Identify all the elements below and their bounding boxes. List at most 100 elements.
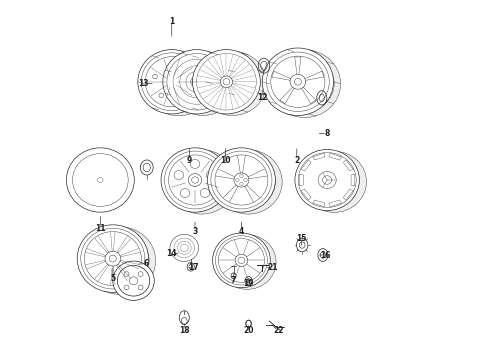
Ellipse shape	[221, 156, 275, 208]
Text: 6: 6	[143, 260, 148, 269]
Ellipse shape	[219, 239, 265, 282]
Ellipse shape	[177, 241, 191, 255]
Ellipse shape	[234, 173, 249, 187]
Ellipse shape	[174, 156, 229, 208]
Ellipse shape	[214, 150, 282, 214]
Ellipse shape	[298, 153, 356, 207]
Text: 10: 10	[220, 156, 231, 165]
Ellipse shape	[322, 176, 332, 184]
Ellipse shape	[167, 54, 227, 110]
Text: 5: 5	[110, 274, 115, 283]
Ellipse shape	[192, 77, 201, 86]
Text: 14: 14	[167, 249, 177, 258]
Ellipse shape	[192, 177, 198, 183]
Ellipse shape	[180, 244, 188, 252]
Text: 3: 3	[193, 227, 197, 236]
Ellipse shape	[240, 175, 243, 178]
Text: 21: 21	[268, 263, 278, 272]
Ellipse shape	[198, 51, 267, 116]
Ellipse shape	[145, 51, 213, 116]
Ellipse shape	[118, 265, 150, 296]
Ellipse shape	[295, 149, 359, 211]
Ellipse shape	[138, 285, 143, 290]
Ellipse shape	[161, 148, 229, 212]
Text: 19: 19	[244, 279, 254, 288]
Ellipse shape	[159, 93, 164, 98]
Ellipse shape	[174, 171, 184, 180]
Text: 13: 13	[138, 79, 148, 88]
Ellipse shape	[302, 151, 367, 212]
Ellipse shape	[169, 78, 175, 85]
Ellipse shape	[81, 228, 145, 289]
Ellipse shape	[146, 57, 198, 107]
Ellipse shape	[138, 272, 143, 276]
Ellipse shape	[98, 177, 103, 183]
Text: 20: 20	[244, 326, 254, 335]
Ellipse shape	[169, 155, 221, 205]
Text: 1: 1	[169, 17, 174, 26]
Ellipse shape	[188, 174, 202, 186]
Ellipse shape	[200, 189, 210, 198]
Ellipse shape	[124, 285, 129, 290]
Ellipse shape	[180, 189, 190, 198]
Ellipse shape	[91, 233, 149, 288]
Text: 4: 4	[239, 227, 244, 236]
Ellipse shape	[138, 50, 206, 114]
Text: 9: 9	[187, 156, 192, 165]
Text: 12: 12	[257, 93, 268, 102]
Text: 15: 15	[296, 234, 307, 243]
Ellipse shape	[170, 63, 174, 67]
Ellipse shape	[216, 236, 268, 285]
Ellipse shape	[318, 171, 336, 189]
Ellipse shape	[113, 261, 154, 300]
Text: 7: 7	[231, 275, 236, 284]
Ellipse shape	[129, 277, 138, 285]
Ellipse shape	[150, 57, 207, 111]
Ellipse shape	[152, 75, 157, 79]
Text: 2: 2	[294, 156, 299, 165]
Ellipse shape	[66, 148, 134, 212]
Ellipse shape	[165, 151, 225, 209]
Ellipse shape	[124, 272, 129, 276]
Ellipse shape	[174, 238, 195, 258]
Ellipse shape	[220, 76, 233, 87]
Ellipse shape	[238, 257, 245, 264]
Ellipse shape	[84, 227, 156, 294]
Ellipse shape	[73, 154, 128, 206]
Ellipse shape	[215, 155, 268, 205]
Ellipse shape	[276, 56, 334, 112]
Ellipse shape	[290, 74, 306, 89]
Ellipse shape	[166, 76, 178, 87]
Ellipse shape	[294, 78, 301, 85]
Ellipse shape	[213, 233, 270, 288]
Ellipse shape	[206, 171, 216, 180]
Ellipse shape	[141, 53, 202, 111]
Ellipse shape	[105, 251, 121, 266]
Ellipse shape	[170, 234, 198, 261]
Ellipse shape	[168, 150, 236, 214]
Text: 18: 18	[179, 325, 190, 334]
Ellipse shape	[240, 182, 243, 185]
Text: 8: 8	[324, 129, 330, 138]
Ellipse shape	[219, 235, 276, 289]
Ellipse shape	[262, 48, 334, 116]
Ellipse shape	[169, 51, 237, 116]
Ellipse shape	[271, 56, 325, 107]
Ellipse shape	[244, 179, 247, 181]
Ellipse shape	[109, 255, 117, 262]
Ellipse shape	[267, 52, 329, 112]
Ellipse shape	[163, 50, 231, 114]
Ellipse shape	[186, 75, 191, 79]
Text: 16: 16	[320, 251, 331, 260]
Ellipse shape	[84, 231, 141, 285]
Ellipse shape	[190, 159, 200, 168]
Text: 17: 17	[189, 263, 199, 272]
Ellipse shape	[77, 225, 148, 292]
Ellipse shape	[180, 93, 185, 98]
Text: 11: 11	[95, 224, 105, 233]
Ellipse shape	[211, 151, 272, 209]
Ellipse shape	[236, 179, 239, 181]
Ellipse shape	[223, 78, 230, 85]
Text: 22: 22	[273, 326, 284, 335]
Ellipse shape	[235, 255, 248, 266]
